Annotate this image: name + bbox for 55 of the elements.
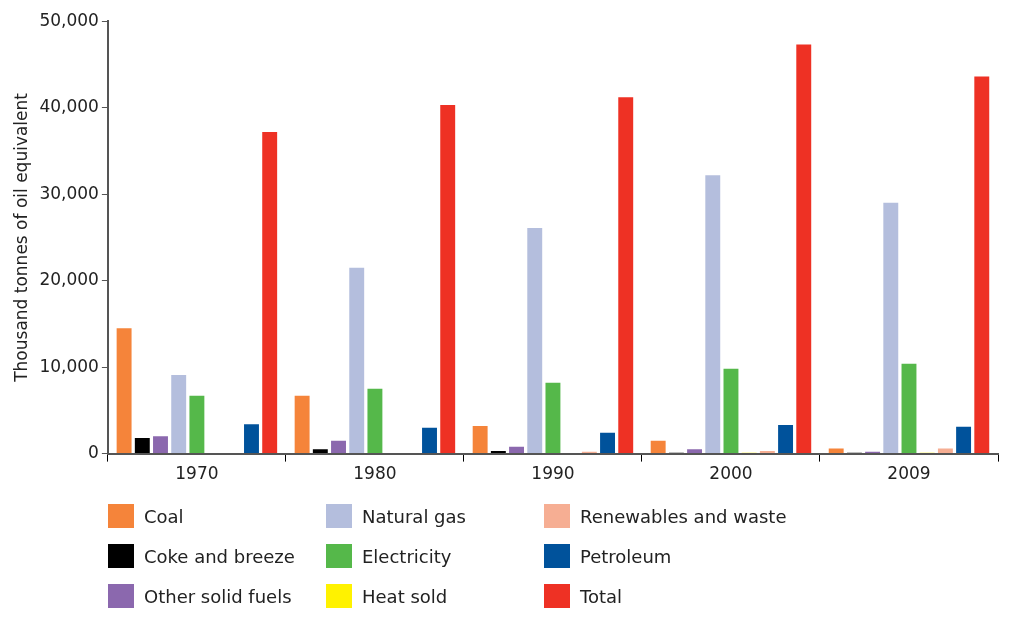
legend-label: Petroleum xyxy=(580,545,672,567)
legend-label: Natural gas xyxy=(362,505,466,527)
bar xyxy=(937,448,953,454)
bar xyxy=(440,105,456,454)
bar xyxy=(134,438,150,454)
bar xyxy=(796,44,812,454)
bar xyxy=(759,451,775,454)
bar xyxy=(171,374,187,454)
y-axis-title: Thousand tonnes of oil equivalent xyxy=(10,92,31,383)
bar xyxy=(956,426,972,454)
y-tick-label: 50,000 xyxy=(39,9,99,30)
legend-label: Electricity xyxy=(362,545,452,567)
bar xyxy=(600,432,615,454)
bar xyxy=(312,449,328,454)
bar xyxy=(883,202,899,454)
legend-label: Renewables and waste xyxy=(580,505,787,527)
x-tick-label: 1990 xyxy=(531,463,575,484)
legend-label: Coal xyxy=(144,505,184,527)
bar xyxy=(422,427,437,454)
y-tick-label: 30,000 xyxy=(39,182,99,203)
bar xyxy=(262,131,278,454)
legend-label: Other solid fuels xyxy=(144,585,292,607)
bar xyxy=(687,449,703,454)
x-tick-label: 2009 xyxy=(887,463,931,484)
x-tick-label: 2000 xyxy=(709,463,753,484)
y-tick-label: 20,000 xyxy=(39,269,99,290)
bar xyxy=(116,328,132,454)
legend-label: Total xyxy=(580,585,623,607)
bar xyxy=(331,440,346,454)
legend-label: Coke and breeze xyxy=(144,545,295,567)
bar xyxy=(244,424,259,454)
bar xyxy=(189,395,205,454)
legend-label: Heat sold xyxy=(362,585,448,607)
x-tick-label: 1980 xyxy=(353,463,397,484)
bar xyxy=(545,382,561,454)
bar xyxy=(778,425,794,454)
bar xyxy=(472,425,488,454)
bar xyxy=(509,446,525,454)
bar xyxy=(723,368,739,454)
bar xyxy=(828,448,844,454)
bar xyxy=(901,363,917,454)
bar xyxy=(490,451,506,454)
bar xyxy=(650,440,666,454)
bar xyxy=(153,436,168,454)
bar xyxy=(294,395,310,454)
y-tick-label: 10,000 xyxy=(39,355,99,376)
bar xyxy=(367,388,383,454)
x-tick-label: 1970 xyxy=(175,463,219,484)
y-tick-label: 40,000 xyxy=(39,96,99,117)
bar xyxy=(527,227,543,454)
y-tick-label: 0 xyxy=(88,442,99,463)
bar xyxy=(974,76,990,454)
bar xyxy=(349,267,365,454)
bar xyxy=(618,97,634,454)
bar xyxy=(705,175,721,454)
